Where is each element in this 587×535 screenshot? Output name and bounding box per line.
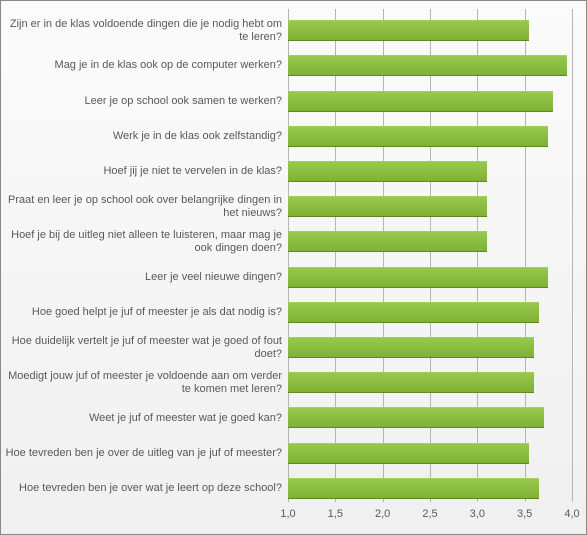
category-label: Weet je juf of meester wat je goed kan? bbox=[5, 412, 288, 425]
bar bbox=[288, 126, 548, 147]
bar bbox=[288, 231, 487, 252]
category-label: Hoef jij je niet te vervelen in de klas? bbox=[5, 165, 288, 178]
bar-track bbox=[288, 231, 572, 252]
bar-track bbox=[288, 407, 572, 428]
bar-track bbox=[288, 161, 572, 182]
bar bbox=[288, 337, 534, 358]
category-label: Hoe tevreden ben je over de uitleg van j… bbox=[5, 447, 288, 460]
chart-row: Praat en leer je op school ook over bela… bbox=[5, 196, 572, 217]
bar bbox=[288, 443, 529, 464]
bar-track bbox=[288, 20, 572, 41]
bar-track bbox=[288, 126, 572, 147]
category-label: Leer je op school ook samen te werken? bbox=[5, 95, 288, 108]
chart-row: Hoef jij je niet te vervelen in de klas? bbox=[5, 161, 572, 182]
bar bbox=[288, 20, 529, 41]
category-label: Moedigt jouw juf of meester je voldoende… bbox=[5, 370, 288, 395]
chart-row: Leer je veel nieuwe dingen? bbox=[5, 267, 572, 288]
bar bbox=[288, 196, 487, 217]
bar-track bbox=[288, 478, 572, 499]
x-axis-tick: 4,0 bbox=[564, 508, 579, 520]
x-axis-tick: 1,5 bbox=[328, 508, 343, 520]
x-axis-tick: 2,5 bbox=[422, 508, 437, 520]
bar bbox=[288, 478, 539, 499]
bar-track bbox=[288, 372, 572, 393]
bar bbox=[288, 161, 487, 182]
category-label: Praat en leer je op school ook over bela… bbox=[5, 194, 288, 219]
chart-row: Weet je juf of meester wat je goed kan? bbox=[5, 407, 572, 428]
chart-frame: 1,0 1,5 2,0 2,5 3,0 3,5 4,0 Zijn er in de klas… bbox=[0, 0, 587, 535]
x-axis-tick: 3,0 bbox=[470, 508, 485, 520]
bar bbox=[288, 372, 534, 393]
chart-row: Hoe duidelijk vertelt je juf of meester … bbox=[5, 337, 572, 358]
bar bbox=[288, 302, 539, 323]
category-label: Hoe tevreden ben je over wat je leert op… bbox=[5, 482, 288, 495]
x-axis-tick: 1,0 bbox=[280, 508, 295, 520]
category-label: Hoe goed helpt je juf of meester je als … bbox=[5, 306, 288, 319]
horizontal-bar-chart: 1,01,52,02,53,03,54,0 Zijn er in de klas… bbox=[5, 9, 572, 526]
x-axis-tick: 2,0 bbox=[375, 508, 390, 520]
category-label: Zijn er in de klas voldoende dingen die … bbox=[5, 18, 288, 43]
chart-row: Hoef je bij de uitleg niet alleen te lui… bbox=[5, 231, 572, 252]
bar bbox=[288, 91, 553, 112]
category-label: Mag je in de klas ook op de computer wer… bbox=[5, 59, 288, 72]
bar-track bbox=[288, 267, 572, 288]
chart-row: Moedigt jouw juf of meester je voldoende… bbox=[5, 372, 572, 393]
chart-row: Hoe tevreden ben je over wat je leert op… bbox=[5, 478, 572, 499]
category-label: Hoe duidelijk vertelt je juf of meester … bbox=[5, 335, 288, 360]
category-label: Werk je in de klas ook zelfstandig? bbox=[5, 130, 288, 143]
bar-track bbox=[288, 443, 572, 464]
x-axis-tick: 3,5 bbox=[517, 508, 532, 520]
chart-row: Mag je in de klas ook op de computer wer… bbox=[5, 55, 572, 76]
bar bbox=[288, 407, 544, 428]
chart-row: Hoe tevreden ben je over de uitleg van j… bbox=[5, 443, 572, 464]
bar-track bbox=[288, 302, 572, 323]
bar-track bbox=[288, 91, 572, 112]
bar bbox=[288, 267, 548, 288]
bar bbox=[288, 55, 567, 76]
chart-row: Leer je op school ook samen te werken? bbox=[5, 91, 572, 112]
gridline bbox=[572, 9, 573, 502]
category-label: Hoef je bij de uitleg niet alleen te lui… bbox=[5, 229, 288, 254]
x-axis: 1,01,52,02,53,03,54,0 bbox=[288, 506, 572, 526]
chart-row: Werk je in de klas ook zelfstandig? bbox=[5, 126, 572, 147]
category-label: Leer je veel nieuwe dingen? bbox=[5, 271, 288, 284]
bar-track bbox=[288, 196, 572, 217]
chart-row: Zijn er in de klas voldoende dingen die … bbox=[5, 20, 572, 41]
chart-row: Hoe goed helpt je juf of meester je als … bbox=[5, 302, 572, 323]
bar-track bbox=[288, 337, 572, 358]
bar-track bbox=[288, 55, 572, 76]
